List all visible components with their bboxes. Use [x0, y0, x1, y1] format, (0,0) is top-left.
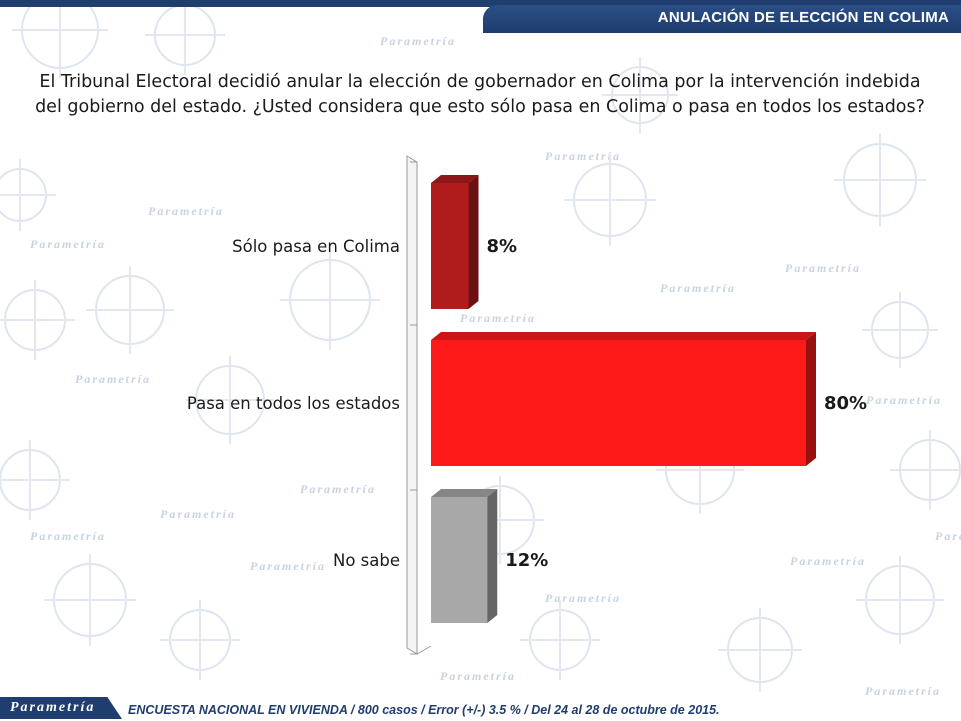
slide-title: ANULACIÓN DE ELECCIÓN EN COLIMA	[657, 9, 949, 26]
bar-group	[431, 489, 498, 623]
watermark-text: Parametría	[660, 281, 736, 295]
footer-logo: Parametría	[0, 697, 122, 719]
watermark-text: Parametría	[460, 311, 536, 325]
data-label: 12%	[505, 550, 548, 571]
bar-side-face	[468, 175, 479, 309]
data-label: 8%	[487, 236, 518, 257]
bar-group	[431, 332, 816, 466]
watermark-text: Parametría	[865, 684, 941, 698]
footer-logo-text: Parametría	[10, 700, 96, 715]
category-label: No sabe	[333, 551, 400, 570]
watermark-text: Parametría	[380, 34, 456, 48]
watermark-text: Parametría	[440, 669, 516, 683]
watermark-text: Parametría	[160, 507, 236, 521]
bar-side-face	[806, 332, 816, 466]
bar	[431, 497, 488, 623]
watermark-text: Parametría	[148, 204, 224, 218]
watermark-text: Parametría	[785, 261, 861, 275]
chart-axis-wall	[406, 155, 418, 655]
category-label: Sólo pasa en Colima	[232, 237, 400, 256]
bar-top-face	[431, 332, 816, 340]
top-band	[0, 0, 961, 7]
data-label: 80%	[824, 393, 867, 414]
bar-top-face	[431, 489, 498, 497]
chart-axis-foot	[416, 645, 432, 655]
watermark-text: Parametría	[545, 149, 621, 163]
bar	[431, 340, 806, 466]
footer	[0, 695, 961, 721]
watermark-text: Parametría	[30, 237, 106, 251]
bar	[431, 183, 469, 309]
bar-group	[431, 175, 479, 309]
footer-note: ENCUESTA NACIONAL EN VIVIENDA / 800 caso…	[128, 703, 720, 717]
bar-side-face	[487, 489, 498, 623]
header-banner	[483, 5, 961, 33]
watermark-text: Parametría	[790, 554, 866, 568]
watermark-text: Parametría	[250, 559, 326, 573]
watermark-text: Parametría	[545, 591, 621, 605]
watermark-text: Parametría	[935, 529, 961, 543]
watermark-text: Parametría	[30, 529, 106, 543]
watermark-text: Parametría	[75, 372, 151, 386]
bar-top-face	[431, 175, 479, 183]
survey-question: El Tribunal Electoral decidió anular la …	[35, 72, 925, 117]
watermark-text: Parametría	[300, 482, 376, 496]
watermark-text: Parametría	[866, 393, 942, 407]
category-label: Pasa en todos los estados	[187, 394, 400, 413]
